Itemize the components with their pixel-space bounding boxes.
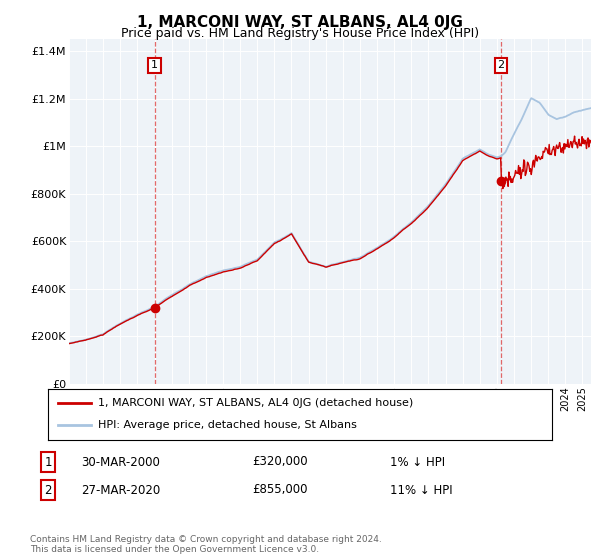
- Text: 2: 2: [497, 60, 505, 71]
- Text: HPI: Average price, detached house, St Albans: HPI: Average price, detached house, St A…: [98, 421, 357, 431]
- Text: 1% ↓ HPI: 1% ↓ HPI: [390, 455, 445, 469]
- Text: 1, MARCONI WAY, ST ALBANS, AL4 0JG: 1, MARCONI WAY, ST ALBANS, AL4 0JG: [137, 15, 463, 30]
- Text: Contains HM Land Registry data © Crown copyright and database right 2024.
This d: Contains HM Land Registry data © Crown c…: [30, 535, 382, 554]
- Text: 1, MARCONI WAY, ST ALBANS, AL4 0JG (detached house): 1, MARCONI WAY, ST ALBANS, AL4 0JG (deta…: [98, 398, 413, 408]
- Text: 30-MAR-2000: 30-MAR-2000: [81, 455, 160, 469]
- Text: £320,000: £320,000: [252, 455, 308, 469]
- Text: 11% ↓ HPI: 11% ↓ HPI: [390, 483, 452, 497]
- Text: 1: 1: [151, 60, 158, 71]
- Text: £855,000: £855,000: [252, 483, 308, 497]
- Text: 1: 1: [44, 455, 52, 469]
- Text: 27-MAR-2020: 27-MAR-2020: [81, 483, 160, 497]
- Text: Price paid vs. HM Land Registry's House Price Index (HPI): Price paid vs. HM Land Registry's House …: [121, 27, 479, 40]
- Text: 2: 2: [44, 483, 52, 497]
